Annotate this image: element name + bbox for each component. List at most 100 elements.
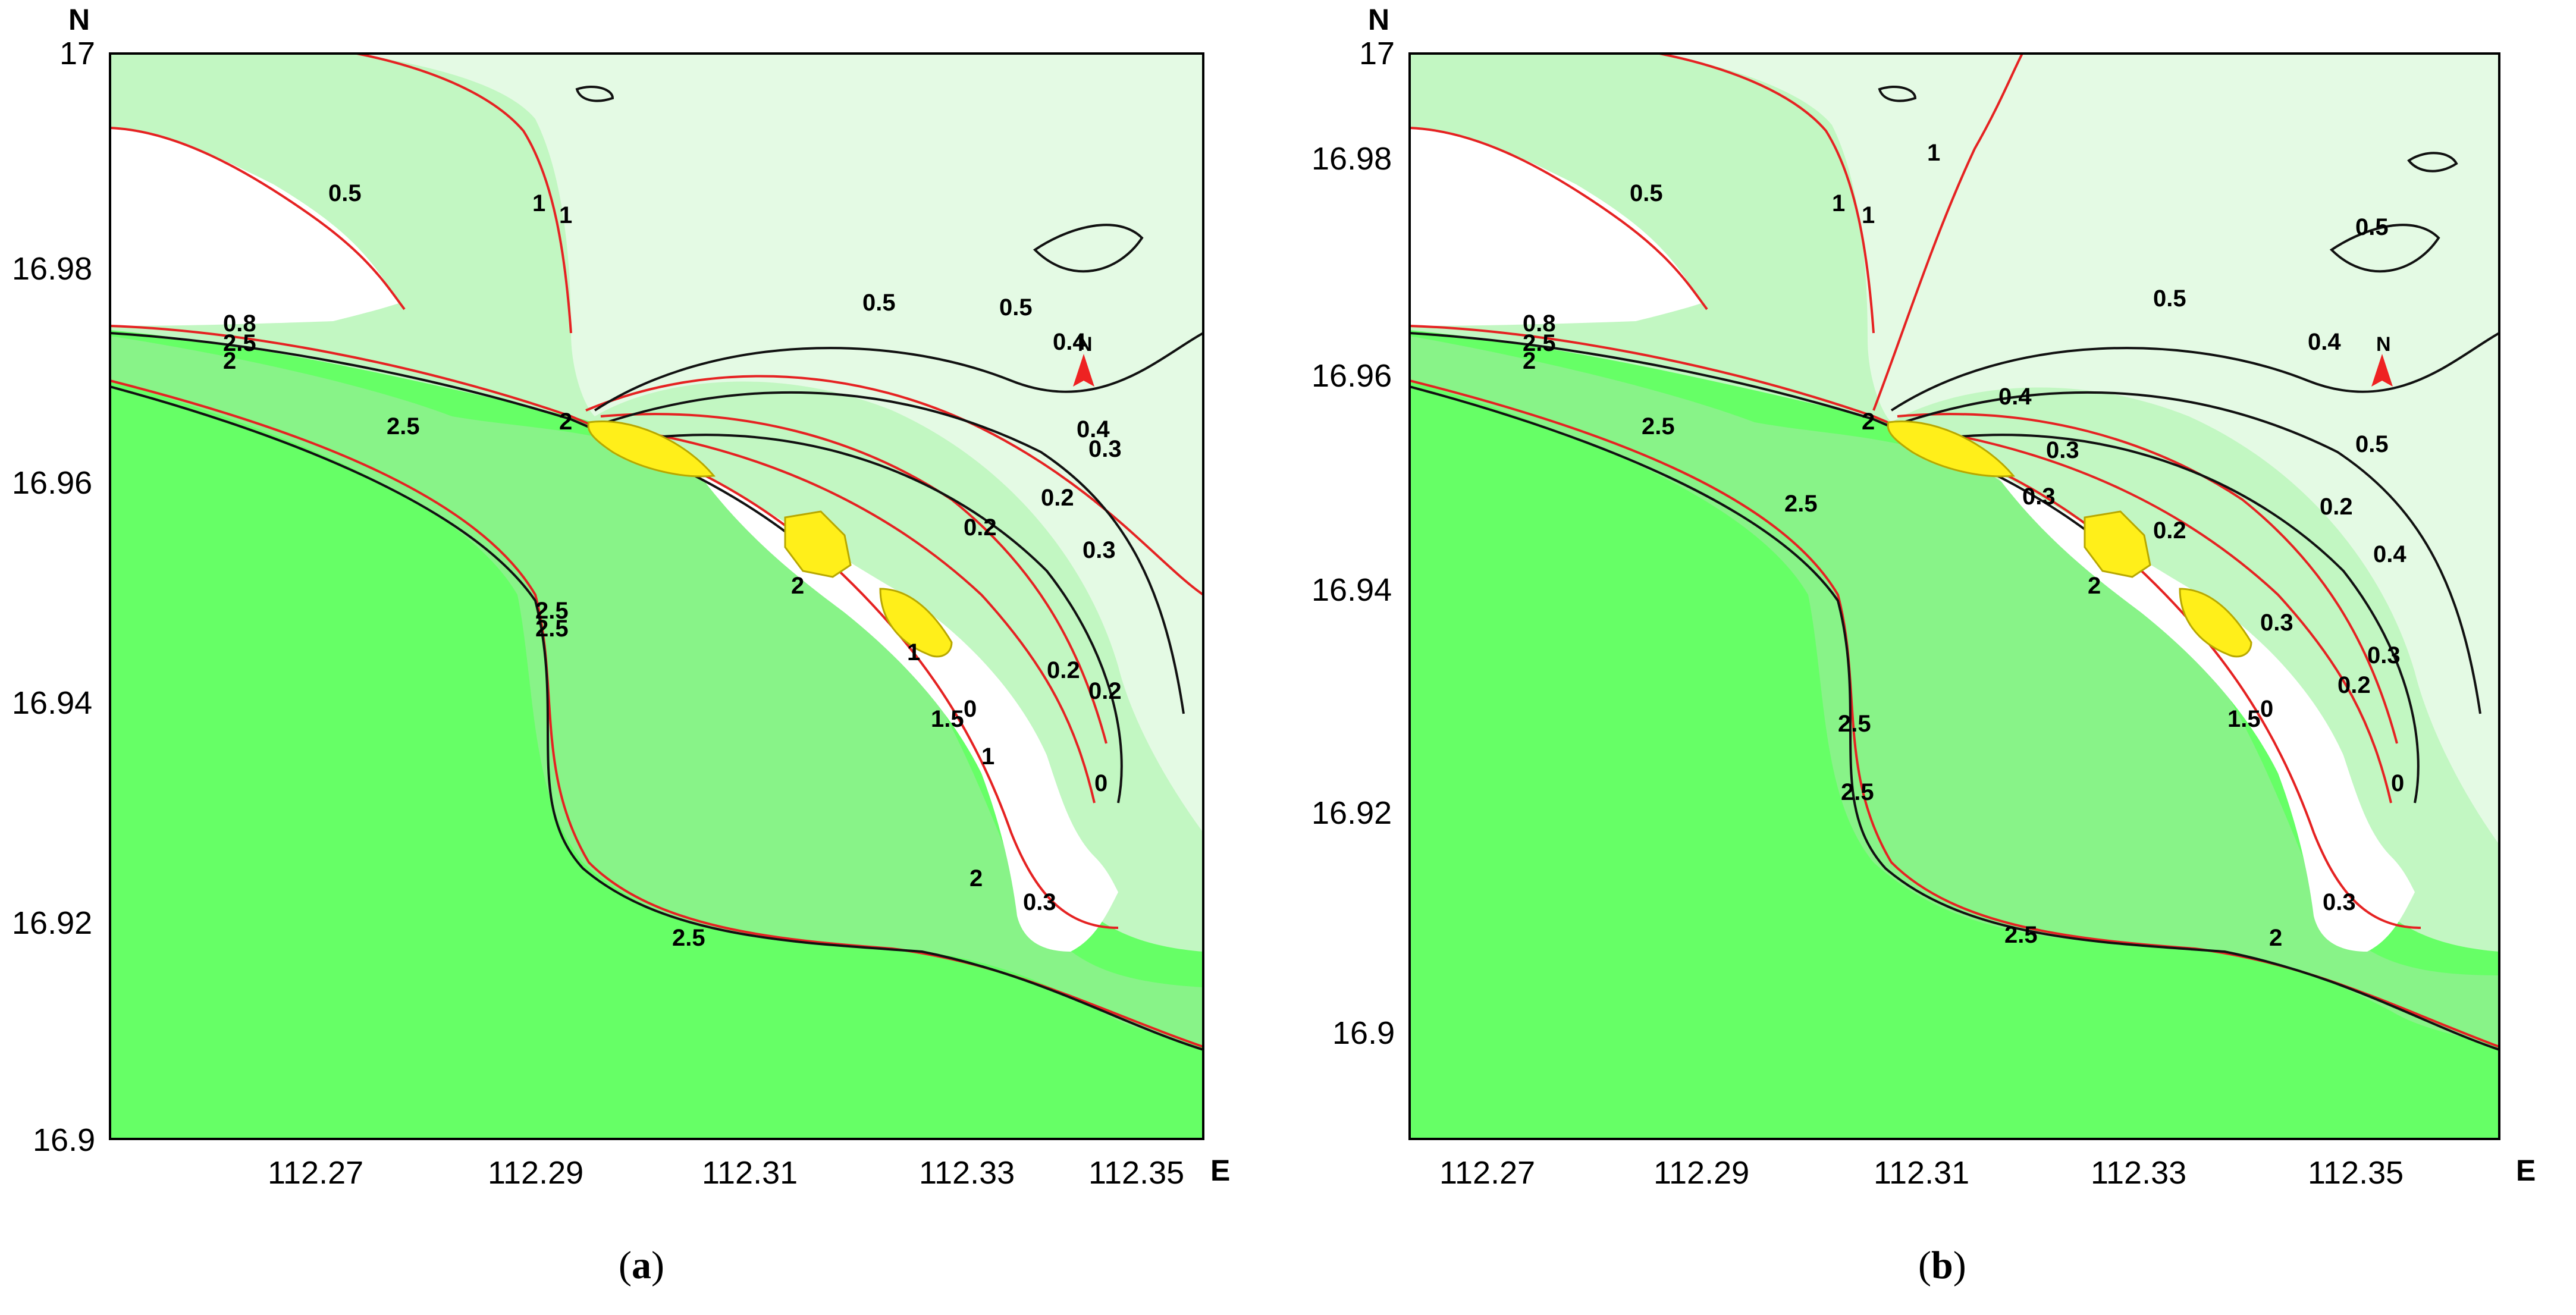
- panel-b-sea-vshallow: [1659, 54, 2499, 845]
- contour-label: 1.5: [931, 706, 964, 732]
- x-tick-label: 112.27: [268, 1155, 363, 1191]
- panel-b-contour-red: [1915, 427, 2392, 804]
- contour-label: 0.5: [2153, 285, 2186, 312]
- panel-a: N 0.5 1 1 0.5 0.5 0.4 0.4 0.3 0.2 0.3 0.…: [12, 3, 1230, 1191]
- north-arrow-icon: [1073, 354, 1094, 387]
- contour-label: 0.5: [328, 180, 362, 206]
- contour-label: 1: [559, 202, 572, 228]
- contour-label: 0.8: [223, 310, 256, 337]
- y-axis-dir: N: [1368, 3, 1389, 36]
- panel-b-ticks: [1410, 52, 2499, 1140]
- contour-label: 2.5: [387, 413, 420, 440]
- panel-a-y-axis: 17 16.98 16.96 16.94 16.92 16.9 N: [12, 3, 95, 1158]
- north-arrow-label: N: [1078, 333, 1093, 356]
- north-arrow-icon: [2371, 354, 2393, 387]
- panel-b-island-1: [1887, 420, 2015, 478]
- panel-a-sea-mid: [110, 336, 1203, 1047]
- contour-label: 0.5: [862, 290, 896, 316]
- panel-a-contour-black: [594, 332, 1203, 412]
- contour-label: 2: [1523, 348, 1536, 374]
- caption-a: (a): [619, 1244, 664, 1287]
- y-tick-label: 16.9: [33, 1122, 95, 1158]
- contour-label: 0.4: [2373, 541, 2406, 567]
- contour-label: 2.5: [535, 598, 569, 624]
- panel-b-contour-black: [1890, 332, 2499, 412]
- contour-label: 0.4: [1998, 384, 2032, 410]
- contour-label: 0.5: [2355, 431, 2389, 457]
- caption-b: (b): [1918, 1244, 1966, 1287]
- panel-a-contours-black: [110, 86, 1203, 1051]
- contour-label: 1: [1862, 202, 1875, 228]
- contour-label: 0.2: [2337, 672, 2371, 698]
- contour-label: 0.2: [2320, 494, 2353, 520]
- contour-label: 2.5: [2004, 922, 2038, 948]
- contour-label: 2: [559, 409, 572, 435]
- y-tick-label: 16.94: [1311, 572, 1392, 608]
- x-tick-label: 112.29: [488, 1155, 583, 1191]
- panel-b: N 0.5 1 1 1 0.5 0.5 0.4 0.5 0.4 0.3 0.3 …: [1311, 3, 2536, 1191]
- contour-label: 2.5: [1523, 330, 1556, 356]
- x-axis-dir: E: [2516, 1154, 2536, 1187]
- panel-b-contour-black: [2407, 152, 2458, 172]
- panel-a-contour-red: [356, 54, 572, 334]
- panel-a-contour-black: [630, 434, 1123, 804]
- contour-label: 0.5: [2355, 214, 2389, 240]
- contour-label: 1: [1927, 140, 1940, 166]
- panel-b-map: N 0.5 1 1 1 0.5 0.5 0.4 0.5 0.4 0.3 0.3 …: [1410, 54, 2499, 1139]
- contour-label: 0.3: [2367, 642, 2401, 669]
- contour-label: 2: [2088, 573, 2101, 599]
- contour-label: 0.3: [2323, 889, 2356, 915]
- contour-label: 0.4: [2308, 329, 2341, 355]
- panel-a-contour-red: [110, 325, 1119, 929]
- x-tick-label: 112.29: [1653, 1155, 1749, 1191]
- contour-label: 0.2: [964, 514, 997, 541]
- panel-a-land-northwest: [110, 128, 399, 326]
- panel-b-contour-black: [1903, 391, 2481, 714]
- contour-label: 0.3: [2046, 437, 2079, 463]
- panel-b-land-headland: [1993, 470, 2415, 952]
- x-tick-label: 112.35: [1088, 1155, 1184, 1191]
- panel-a-island-3: [879, 588, 953, 658]
- contour-label: 0.2: [2153, 517, 2186, 544]
- panel-a-islands: [587, 420, 953, 658]
- x-axis-dir: E: [1210, 1154, 1230, 1187]
- contour-label: 2.5: [223, 330, 256, 356]
- y-tick-label: 17: [1359, 36, 1395, 71]
- panel-a-north-arrow: N: [1073, 333, 1094, 387]
- panel-a-contour-black: [110, 385, 1203, 1051]
- x-tick-label: 112.33: [919, 1155, 1015, 1191]
- panel-b-contour-black: [2329, 224, 2440, 273]
- panel-b-island-3: [2179, 588, 2252, 658]
- panel-b-contours-black: [1410, 86, 2499, 1051]
- contour-label: 0.3: [2260, 610, 2293, 636]
- contour-label: 0.8: [1523, 310, 1556, 337]
- panel-b-frame: [1408, 52, 2500, 1140]
- contour-label: 0.3: [2022, 484, 2056, 510]
- contour-label: 0.4: [1077, 416, 1110, 442]
- y-tick-label: 17: [59, 36, 95, 71]
- contour-label: 0.3: [1088, 436, 1122, 462]
- contour-label: 0.2: [1088, 678, 1122, 704]
- y-tick-label: 16.92: [1311, 795, 1392, 831]
- panel-b-contour-black: [1878, 86, 1917, 102]
- contour-label: 2: [1862, 409, 1875, 435]
- y-tick-label: 16.96: [12, 465, 92, 501]
- contour-label: 1: [981, 743, 994, 770]
- contour-label: 1: [532, 190, 545, 216]
- contour-label: 0.5: [1630, 180, 1663, 206]
- contour-label: 0.3: [1023, 889, 1056, 915]
- x-tick-label: 112.31: [1874, 1155, 1969, 1191]
- caption-b-letter: b: [1931, 1244, 1953, 1287]
- north-arrow-label: N: [2376, 333, 2391, 356]
- panel-b-sea-mid: [1410, 336, 2499, 1047]
- contour-label: 2.5: [672, 925, 705, 951]
- contour-label: 0.3: [1083, 537, 1116, 563]
- x-tick-label: 112.35: [2308, 1155, 2404, 1191]
- panel-b-north-arrow: N: [2371, 333, 2393, 387]
- panel-b-contour-red: [1659, 54, 1875, 334]
- panel-a-contour-red: [110, 127, 406, 310]
- panel-a-contour-black: [606, 391, 1185, 714]
- panel-a-frame: [109, 52, 1204, 1140]
- panel-b-island-2: [2084, 510, 2151, 578]
